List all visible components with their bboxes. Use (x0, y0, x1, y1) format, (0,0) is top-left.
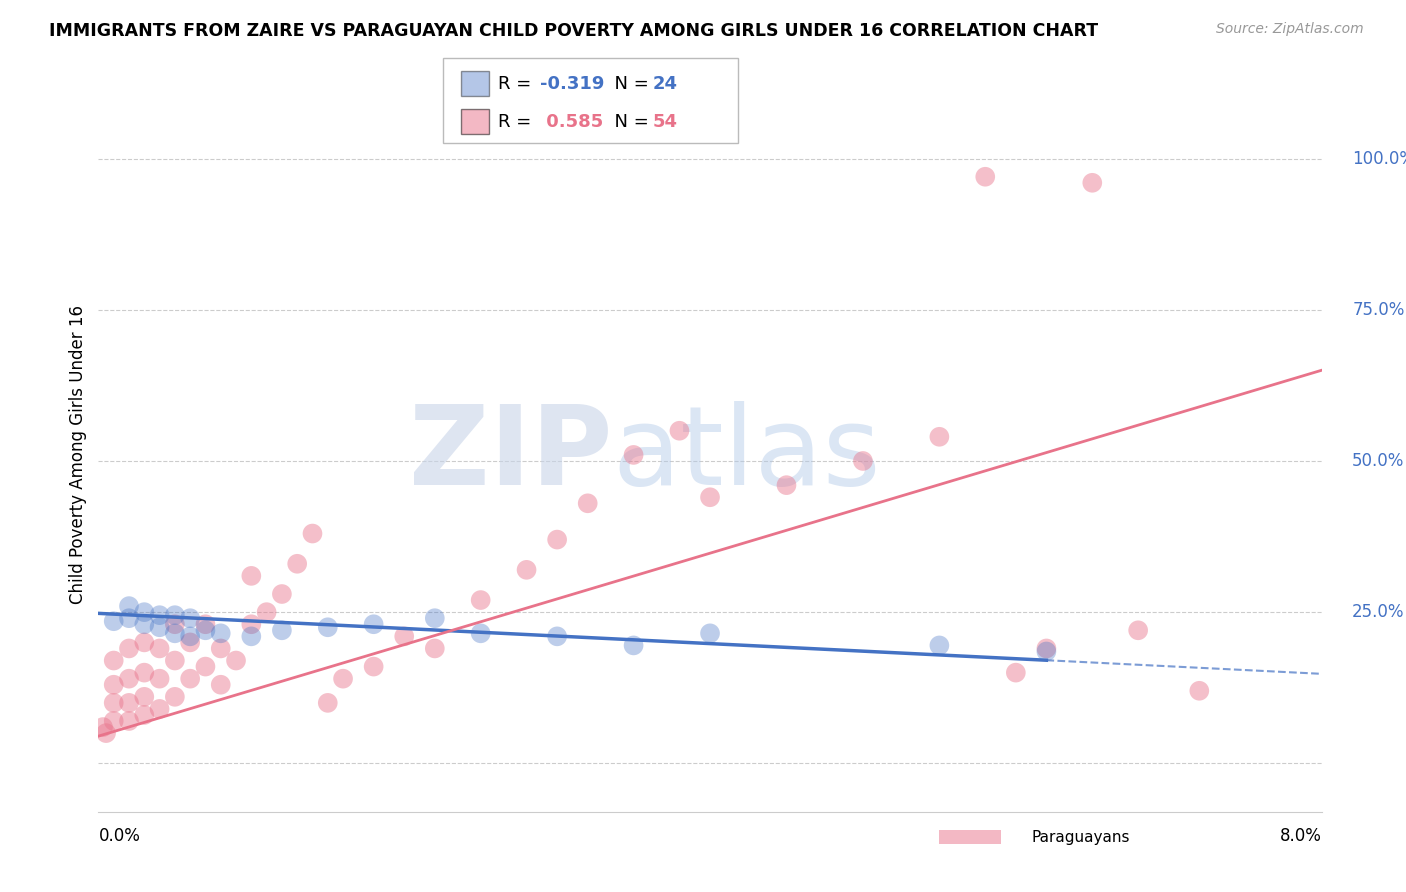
Point (301, 526, 323, 541)
Point (668, 424, 690, 438)
Point (134, 635, 156, 649)
Point (423, 611, 446, 625)
Point (285, 557, 308, 571)
Point (240, 629, 263, 643)
Point (134, 617, 156, 632)
Text: 75.0%: 75.0% (1353, 301, 1405, 318)
Point (928, 430, 950, 444)
Point (332, 672, 354, 686)
Point (623, 639, 645, 653)
Text: 24: 24 (652, 75, 678, 93)
Point (179, 635, 201, 649)
Point (270, 624, 294, 638)
Point (103, 614, 125, 628)
Text: 8.0%: 8.0% (1279, 827, 1322, 845)
Text: N =: N = (603, 75, 655, 93)
Point (316, 620, 339, 634)
Point (1035, 644, 1057, 658)
Text: Paraguayans: Paraguayans (1031, 830, 1129, 845)
Point (118, 696, 141, 710)
Point (134, 708, 156, 723)
Text: Source: ZipAtlas.com: Source: ZipAtlas.com (1216, 22, 1364, 37)
Point (103, 714, 125, 728)
Point (163, 654, 186, 668)
Point (516, 563, 538, 577)
Point (240, 569, 263, 583)
Text: IMMIGRANTS FROM ZAIRE VS PARAGUAYAN CHILD POVERTY AMONG GIRLS UNDER 16 CORRELATI: IMMIGRANTS FROM ZAIRE VS PARAGUAYAN CHIL… (49, 22, 1098, 40)
Point (163, 626, 186, 640)
Point (423, 641, 446, 656)
Point (363, 659, 385, 673)
Text: 54: 54 (652, 112, 678, 130)
Point (134, 690, 156, 704)
Point (118, 672, 141, 686)
Point (209, 641, 232, 656)
Point (1081, 176, 1104, 190)
Point (163, 608, 186, 623)
Point (470, 593, 492, 607)
Point (699, 490, 721, 504)
Point (225, 654, 247, 668)
Point (163, 690, 186, 704)
Point (194, 617, 217, 632)
Point (149, 702, 172, 716)
Text: N =: N = (603, 112, 655, 130)
Point (363, 617, 385, 632)
Point (270, 587, 294, 601)
Point (1004, 665, 1026, 680)
Point (149, 641, 172, 656)
Point (470, 626, 492, 640)
Bar (939, 830, 1001, 844)
Text: 0.585: 0.585 (540, 112, 603, 130)
Y-axis label: Child Poverty Among Girls Under 16: Child Poverty Among Girls Under 16 (69, 305, 87, 605)
Point (134, 605, 156, 619)
Text: ZIP: ZIP (409, 401, 612, 508)
Text: atlas: atlas (612, 401, 880, 508)
Point (256, 605, 278, 619)
Point (974, 169, 997, 184)
Point (852, 454, 875, 468)
Point (118, 641, 141, 656)
Point (149, 620, 172, 634)
Point (91, 720, 114, 734)
Point (546, 629, 568, 643)
Point (179, 611, 201, 625)
Point (134, 665, 156, 680)
Point (94, 726, 117, 740)
Point (118, 599, 141, 613)
Point (149, 608, 172, 623)
Text: -0.319: -0.319 (540, 75, 605, 93)
Point (546, 533, 568, 547)
Point (103, 678, 125, 692)
Point (316, 696, 339, 710)
Point (163, 617, 186, 632)
Point (1035, 641, 1057, 656)
Text: 0.0%: 0.0% (98, 827, 141, 845)
Point (1188, 683, 1211, 698)
Point (392, 629, 416, 643)
Text: R =: R = (498, 75, 537, 93)
Point (103, 654, 125, 668)
Point (118, 714, 141, 728)
Text: 50.0%: 50.0% (1353, 452, 1405, 470)
Point (103, 696, 125, 710)
Text: 100.0%: 100.0% (1353, 150, 1406, 168)
Point (209, 626, 232, 640)
Point (576, 496, 599, 510)
Point (699, 626, 721, 640)
Point (149, 672, 172, 686)
Point (194, 659, 217, 673)
Text: 25.0%: 25.0% (1353, 603, 1405, 621)
Point (240, 617, 263, 632)
Point (179, 672, 201, 686)
Point (194, 624, 217, 638)
Text: R =: R = (498, 112, 537, 130)
Point (775, 478, 797, 492)
Point (118, 611, 141, 625)
Point (209, 678, 232, 692)
Point (928, 639, 950, 653)
Point (179, 629, 201, 643)
Point (623, 448, 645, 462)
Point (1128, 624, 1150, 638)
